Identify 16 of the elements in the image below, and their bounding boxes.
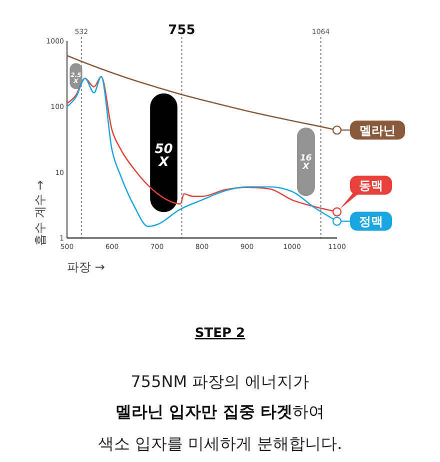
legend-label: 정맥 bbox=[359, 214, 383, 229]
text: 동맥 bbox=[359, 178, 383, 193]
text: 하여 bbox=[292, 402, 324, 421]
ref-line-label: 755 bbox=[168, 23, 196, 38]
text: 755NM 파장의 에너지가 bbox=[130, 372, 310, 391]
point bbox=[332, 125, 342, 135]
annotation: 50 X bbox=[154, 142, 173, 170]
x-axis-title: 파장 → bbox=[67, 260, 105, 274]
text: 멜라닌 입자만 집중 타겟 bbox=[116, 402, 292, 421]
legend-label: 멜라닌 bbox=[360, 123, 396, 138]
text: STEP 2 bbox=[194, 326, 246, 341]
point bbox=[332, 216, 342, 226]
text: 색소 입자를 미세하게 분해합니다. bbox=[98, 434, 342, 453]
annotation: 16 X bbox=[300, 154, 312, 172]
y-axis-title: 흡수 계수 → bbox=[33, 180, 47, 246]
point bbox=[332, 207, 342, 216]
